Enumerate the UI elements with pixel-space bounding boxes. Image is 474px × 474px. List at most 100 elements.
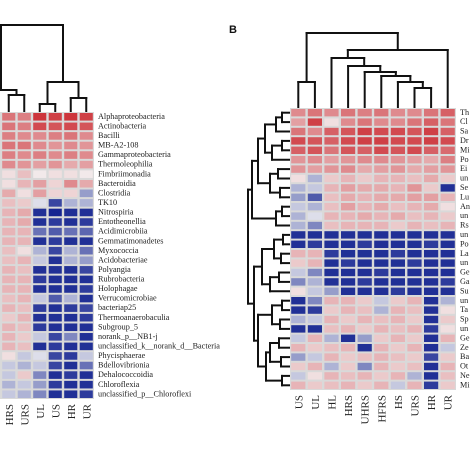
heatmap-cell [17,113,31,121]
heatmap-cell [17,170,31,178]
heatmap-cell [291,165,306,173]
heatmap-cell [2,170,16,178]
heatmap-cell [2,179,16,188]
heatmap-cell [64,256,78,265]
heatmap-cell [324,353,339,361]
heatmap-cell [357,278,372,286]
heatmap-cell [407,137,422,145]
heatmap-cell [291,372,306,380]
heatmap-cell [17,179,31,188]
heatmap-cell [2,390,16,398]
heatmap-cell [390,156,405,164]
heatmap-cell [424,137,439,145]
heatmap-cell [79,208,93,217]
heatmap-cell [341,287,356,295]
row-label-rs-12: Rs [460,221,469,230]
heatmap-cell [374,259,389,267]
row-label-gammaproteobacteria-4: Gammaproteobacteria [98,150,171,159]
column-label-urs-3: URS [19,404,31,425]
heatmap-cell [390,306,405,314]
heatmap-cell [33,323,47,332]
row-label-un-16: un [460,258,468,267]
heatmap-cell [341,127,356,136]
heatmap-cell [307,137,322,145]
heatmap-cell [357,118,372,126]
heatmap-cell [48,361,62,370]
heatmap-cell [79,218,93,226]
heatmap-cell [48,170,62,178]
heatmap-cell [307,268,322,277]
heatmap-cell [79,304,93,312]
heatmap-cell [357,297,372,305]
heatmap-cell [48,208,62,217]
heatmap-cell [324,146,339,154]
heatmap-cell [424,193,439,201]
heatmap-cell [17,323,31,332]
heatmap-cell [33,246,47,255]
heatmap-cell [17,122,31,131]
heatmap-cell [390,315,405,324]
heatmap-cell [341,174,356,183]
heatmap-cell [307,193,322,201]
heatmap-cell [341,250,356,258]
heatmap-cell [324,268,339,277]
row-label-norank-p-nb1-j-23: norank_p__NB1-j [98,332,158,341]
heatmap-cell [324,165,339,173]
heatmap-cell [33,237,47,245]
heatmap-cell [390,127,405,136]
row-label-polyangia-16: Polyangia [98,265,131,274]
heatmap-cell [17,275,31,284]
heatmap-cell [79,132,93,140]
heatmap-cell [374,165,389,173]
heatmap-cell [324,297,339,305]
row-label-un-13: un [460,230,468,239]
heatmap-cell [33,132,47,140]
heatmap-cell [324,287,339,295]
heatmap-cell [307,259,322,267]
heatmap-cell [64,352,78,360]
row-label-ne-28: Ne [460,371,470,380]
heatmap-cell [407,193,422,201]
heatmap-cell [33,352,47,360]
heatmap-cell [440,221,455,230]
row-label-un-11: un [460,211,468,220]
heatmap-cell [407,184,422,192]
heatmap-cell [407,362,422,371]
heatmap-cell [48,342,62,351]
heatmap-cell [2,151,16,159]
row-label-ge-24: Ge [460,333,470,342]
heatmap-cell [407,174,422,183]
heatmap-cell [48,113,62,121]
heatmap-cell [79,323,93,332]
heatmap-cell [33,170,47,178]
heatmap-cell [2,256,16,265]
heatmap-cell [79,227,93,236]
heatmap-cell [390,278,405,286]
heatmap-cell [424,334,439,342]
heatmap-cell [307,118,322,126]
heatmap-cell [79,151,93,159]
heatmap-cell [440,362,455,371]
row-label-ot-27: Ot [460,362,469,371]
heatmap-cell [440,315,455,324]
row-label-ga-18: Ga [460,277,470,286]
heatmap-cell [48,141,62,150]
heatmap-cell [341,203,356,211]
heatmap-cell [440,334,455,342]
heatmap-cell [324,278,339,286]
heatmap-cell [341,268,356,277]
heatmap-cell [357,109,372,117]
heatmap-cell [64,380,78,389]
heatmap-cell [424,259,439,267]
heatmap-cell [357,240,372,248]
heatmap-cell [424,146,439,154]
heatmap-cell [2,361,16,370]
heatmap-cell [291,362,306,371]
heatmap-cell [374,127,389,136]
panel-b-row-dendrogram [247,111,291,387]
heatmap-cell [17,208,31,217]
row-label-nitrospiria-10: Nitrospiria [98,208,134,217]
heatmap-cell [17,380,31,389]
heatmap-cell [33,333,47,341]
